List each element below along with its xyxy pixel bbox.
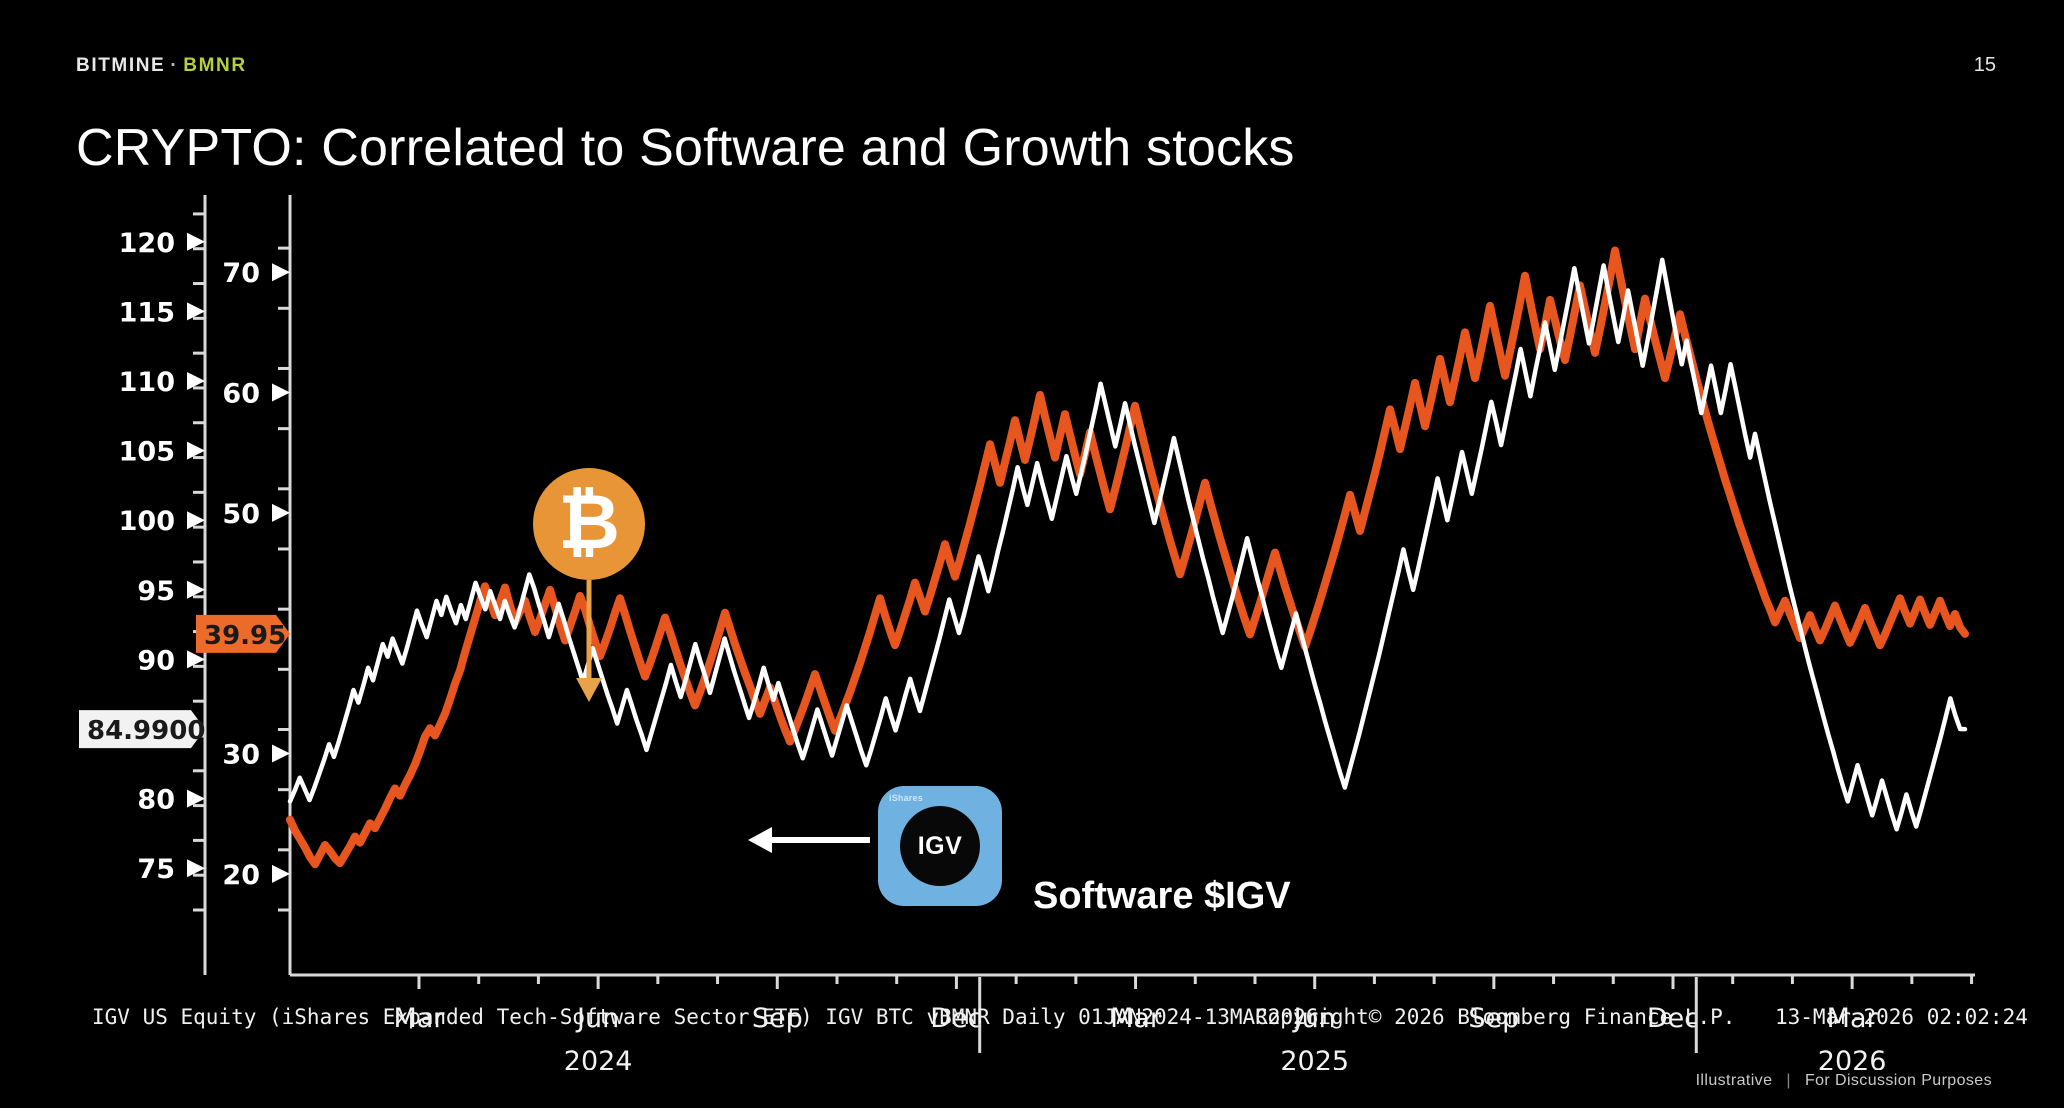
svg-text:39.95: 39.95: [204, 621, 286, 651]
page-title: CRYPTO: Correlated to Software and Growt…: [76, 119, 1295, 177]
svg-text:70: 70: [222, 258, 260, 289]
security-description: IGV US Equity (iShares Expanded Tech-Sof…: [92, 1005, 1319, 1029]
disclaimer-left: Illustrative: [1695, 1072, 1773, 1089]
series-lines: [286, 246, 1969, 869]
svg-text:100: 100: [119, 506, 175, 537]
disclaimer: Illustrative | For Discussion Purposes: [1696, 1072, 1992, 1090]
svg-text:80: 80: [137, 785, 175, 816]
timestamp-text: 13-Mar-2026 02:02:24: [1775, 1005, 2028, 1029]
svg-text:110: 110: [119, 367, 175, 398]
annotation-arrows: [576, 580, 870, 853]
chart-container: 120 115 110 105 100 95 90 80 75 70 60 50 30 20 Mar Ju…: [0, 190, 2064, 1070]
ishares-wordmark: iShares: [889, 793, 923, 803]
copyright-text: Copyright© 2026 Bloomberg Finance L.P.: [1255, 1005, 1736, 1029]
y-axis-right: 70 60 50 30 20: [222, 195, 292, 975]
svg-text:84.9900: 84.9900: [87, 716, 205, 746]
svg-text:Jun: Jun: [575, 1003, 619, 1034]
svg-text:120: 120: [119, 228, 175, 259]
svg-text:50: 50: [222, 499, 260, 530]
svg-text:20: 20: [222, 860, 260, 891]
bitcoin-icon: ₿: [533, 468, 645, 580]
svg-text:2026: 2026: [1818, 1046, 1887, 1070]
price-tags: 84.9900 39.95: [79, 614, 290, 749]
svg-text:Sep: Sep: [752, 1003, 803, 1034]
svg-text:2025: 2025: [1280, 1046, 1349, 1070]
bitcoin-glyph: ₿: [558, 477, 620, 566]
svg-text:Mar: Mar: [1827, 1003, 1879, 1034]
brand-name: BITMINE: [76, 55, 166, 76]
svg-text:Dec: Dec: [930, 1003, 982, 1034]
price-chart: 120 115 110 105 100 95 90 80 75 70 60 50 30 20 Mar Ju…: [79, 195, 1975, 1070]
svg-text:60: 60: [222, 379, 260, 410]
svg-text:90: 90: [137, 645, 175, 676]
brand-separator: ·: [170, 55, 179, 76]
igv-annotation-label: Software $IGV: [1033, 875, 1291, 917]
page-number: 15: [1973, 54, 1996, 76]
y-axis-left: 120 115 110 105 100 95 90 80 75: [119, 195, 207, 975]
svg-text:75: 75: [137, 854, 175, 885]
brand-label: BITMINE · BMNR: [76, 55, 247, 77]
svg-text:30: 30: [222, 740, 260, 771]
svg-text:2024: 2024: [564, 1046, 633, 1070]
svg-text:Mar: Mar: [394, 1003, 446, 1034]
igv-icon-label: IGV: [917, 831, 963, 860]
svg-text:Jun: Jun: [1292, 1003, 1336, 1034]
x-axis: Mar Jun Sep Dec Mar Jun Sep Dec Mar 2024 2025 2026: [290, 973, 1975, 1070]
svg-text:Sep: Sep: [1468, 1003, 1519, 1034]
svg-text:105: 105: [119, 437, 175, 468]
igv-disc: IGV: [900, 806, 980, 886]
svg-text:115: 115: [119, 297, 175, 328]
svg-text:Mar: Mar: [1110, 1003, 1162, 1034]
svg-text:95: 95: [137, 576, 175, 607]
brand-ticker: BMNR: [183, 55, 247, 76]
slide-header: BITMINE · BMNR 15: [0, 0, 2064, 96]
igv-icon: iShares IGV: [878, 786, 1002, 906]
disclaimer-right: For Discussion Purposes: [1804, 1072, 1992, 1089]
disclaimer-separator: |: [1786, 1072, 1791, 1089]
bloomberg-footer: IGV US Equity (iShares Expanded Tech-Sof…: [0, 1005, 2064, 1041]
svg-text:Dec: Dec: [1647, 1003, 1699, 1034]
